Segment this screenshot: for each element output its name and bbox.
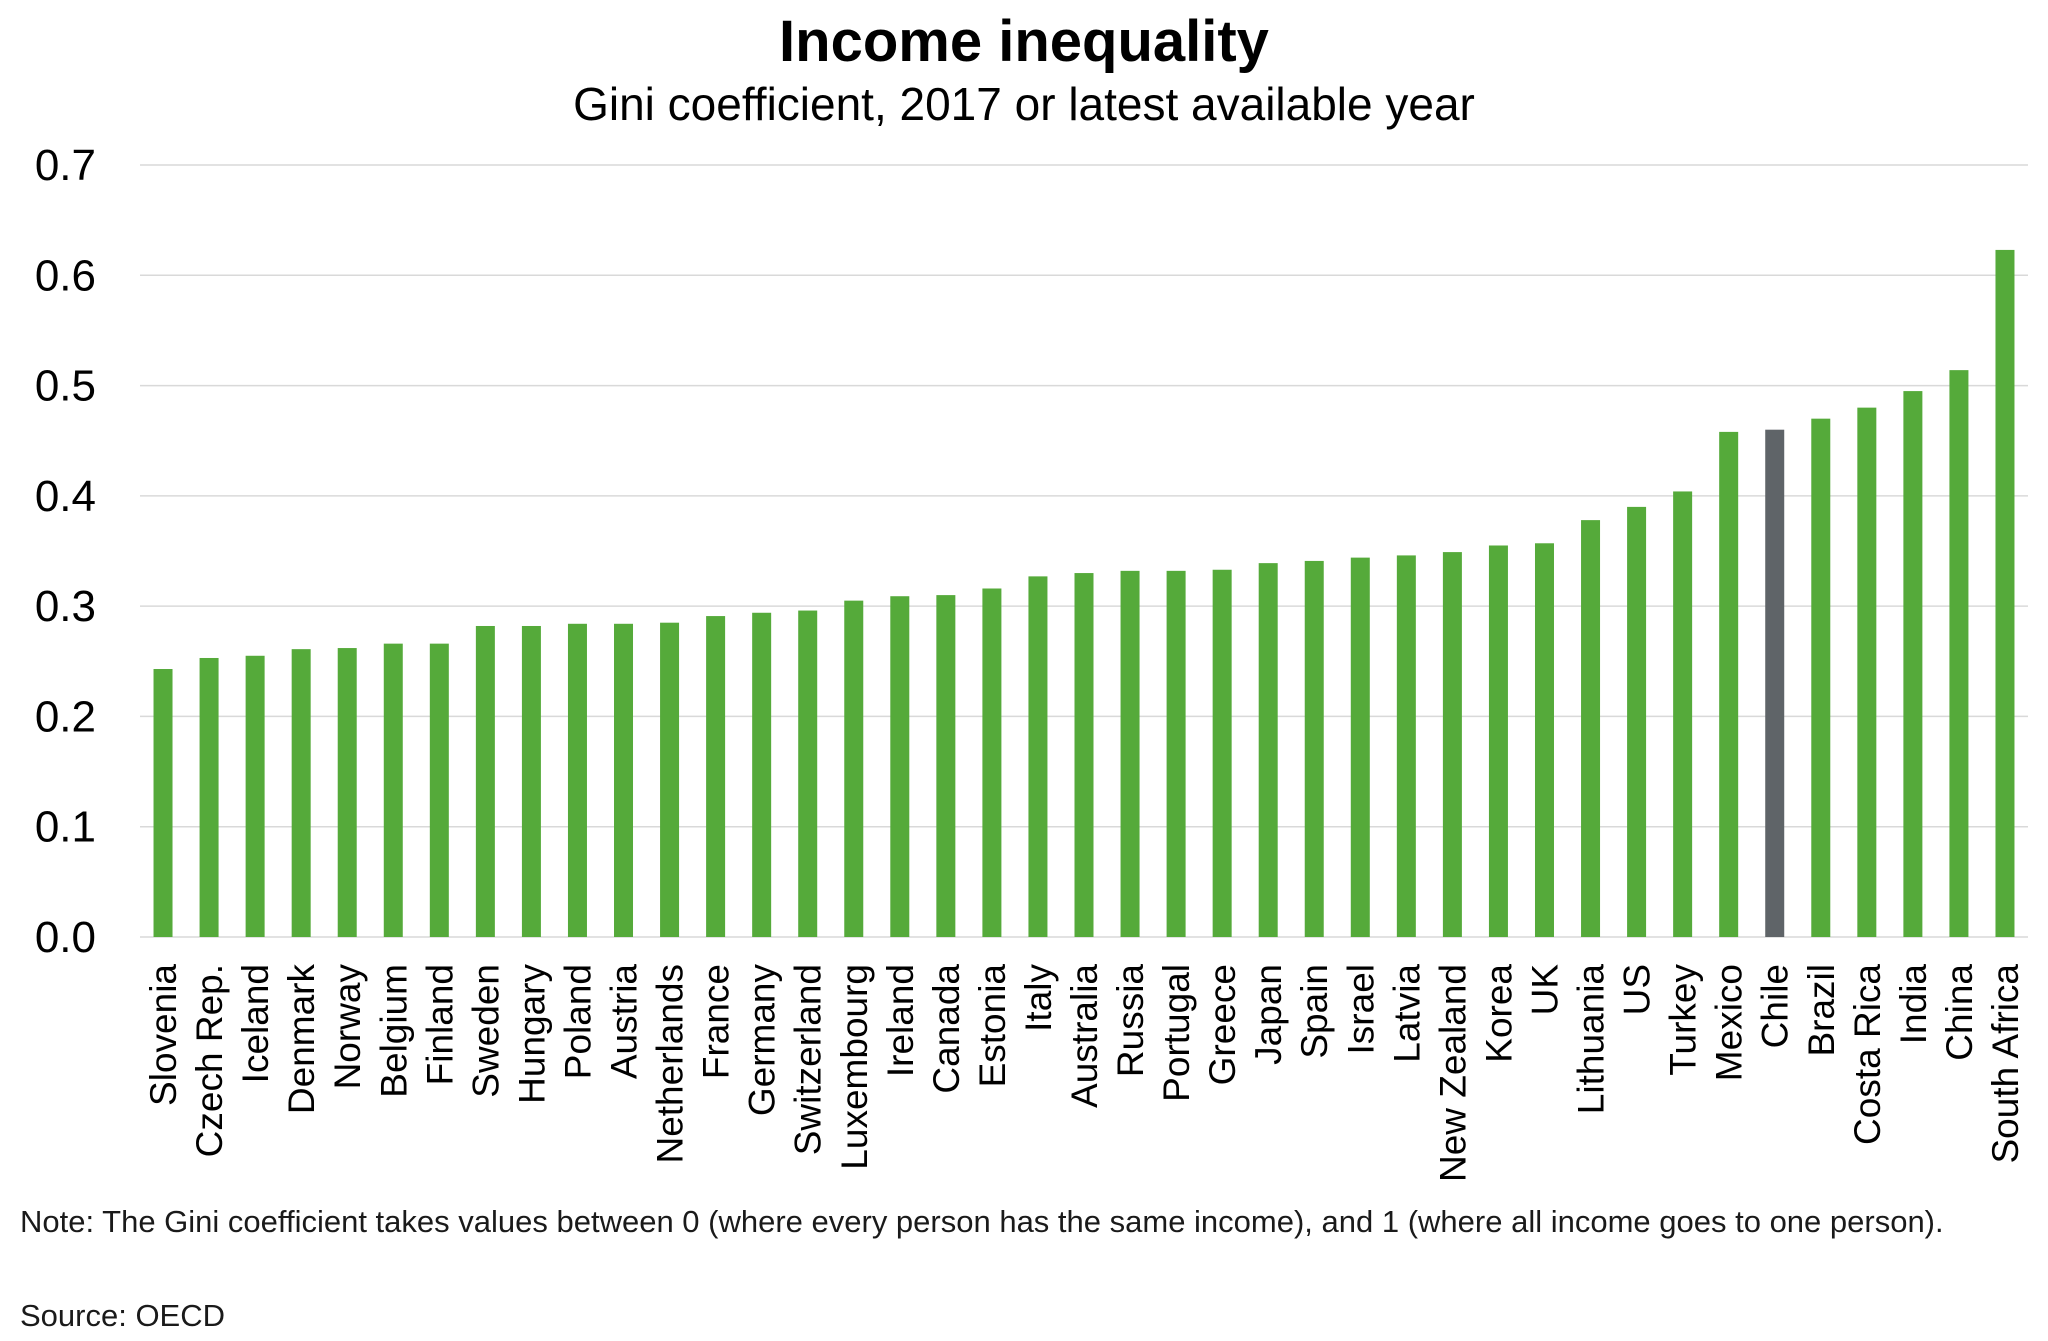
x-tick-label: Ireland xyxy=(880,964,921,1077)
chart-title: Income inequality xyxy=(779,9,1269,74)
bar-belgium xyxy=(383,643,403,937)
x-tick-label: Lithuania xyxy=(1571,964,1612,1115)
bar-greece xyxy=(1212,569,1232,937)
x-tick-label: Mexico xyxy=(1709,964,1750,1081)
bar-finland xyxy=(429,643,449,937)
bar-chile xyxy=(1765,429,1785,937)
y-tick-label: 0.5 xyxy=(35,362,96,411)
x-tick-label: China xyxy=(1939,964,1980,1061)
bar-canada xyxy=(936,595,956,937)
bar-russia xyxy=(1120,570,1140,937)
x-tick-label: Luxembourg xyxy=(834,964,875,1170)
bar-spain xyxy=(1304,560,1324,937)
bar-uk xyxy=(1534,543,1554,937)
y-axis-tick-labels: 0.0 0.1 0.2 0.3 0.4 0.5 0.6 0.7 xyxy=(35,141,96,962)
bar-japan xyxy=(1258,563,1278,937)
bar-australia xyxy=(1074,573,1094,937)
x-tick-label: France xyxy=(696,964,737,1079)
bar-denmark xyxy=(291,649,311,937)
x-tick-label: Iceland xyxy=(235,964,276,1083)
bar-new-zealand xyxy=(1442,552,1462,937)
x-tick-label: Slovenia xyxy=(143,964,184,1106)
bar-latvia xyxy=(1396,555,1416,937)
bar-israel xyxy=(1350,557,1370,937)
x-tick-label: Russia xyxy=(1110,964,1151,1078)
x-tick-label: Norway xyxy=(327,964,368,1090)
x-tick-label: Costa Rica xyxy=(1847,964,1888,1145)
x-tick-label: Germany xyxy=(742,964,783,1117)
x-tick-label: Belgium xyxy=(373,964,414,1098)
x-tick-label: Turkey xyxy=(1663,964,1704,1076)
bars xyxy=(153,249,2015,938)
bar-austria xyxy=(614,623,634,937)
x-tick-label: Israel xyxy=(1340,964,1381,1054)
bar-czech-rep xyxy=(199,657,219,937)
y-tick-label: 0.1 xyxy=(35,803,96,852)
y-tick-label: 0.3 xyxy=(35,582,96,631)
y-tick-label: 0.6 xyxy=(35,251,96,300)
bar-korea xyxy=(1488,545,1508,937)
x-tick-label: Korea xyxy=(1478,964,1519,1063)
x-tick-label: Japan xyxy=(1248,964,1289,1065)
x-tick-label: Estonia xyxy=(972,964,1013,1088)
x-tick-label: Denmark xyxy=(281,964,322,1115)
x-tick-label: Latvia xyxy=(1386,964,1427,1063)
x-tick-label: Netherlands xyxy=(650,964,691,1164)
bar-hungary xyxy=(521,625,541,937)
y-tick-label: 0.2 xyxy=(35,692,96,741)
x-tick-label: South Africa xyxy=(1985,964,2026,1164)
bar-sweden xyxy=(475,625,495,937)
chart-note: Note: The Gini coefficient takes values … xyxy=(20,1204,1944,1239)
bar-portugal xyxy=(1166,570,1186,937)
chart-subtitle: Gini coefficient, 2017 or latest availab… xyxy=(573,78,1475,130)
x-tick-label: Canada xyxy=(926,964,967,1094)
bar-estonia xyxy=(982,588,1002,937)
bar-mexico xyxy=(1719,431,1739,937)
x-tick-label: Hungary xyxy=(511,964,552,1104)
y-tick-label: 0.7 xyxy=(35,141,96,190)
bar-turkey xyxy=(1673,491,1693,937)
bar-china xyxy=(1949,370,1969,937)
x-tick-label: Brazil xyxy=(1801,964,1842,1057)
bar-south-africa xyxy=(1995,249,2015,938)
bar-switzerland xyxy=(798,610,818,937)
bar-iceland xyxy=(245,655,265,937)
x-tick-label: Finland xyxy=(419,964,460,1085)
bar-norway xyxy=(337,648,357,937)
bar-italy xyxy=(1028,576,1048,937)
x-tick-label: Poland xyxy=(557,964,598,1079)
bar-ireland xyxy=(890,596,910,937)
y-tick-label: 0.0 xyxy=(35,913,96,962)
x-tick-label: India xyxy=(1893,964,1934,1045)
bar-brazil xyxy=(1811,418,1831,937)
x-tick-label: Italy xyxy=(1018,964,1059,1032)
bar-poland xyxy=(567,623,587,937)
x-tick-label: Austria xyxy=(604,964,645,1080)
x-tick-label: Greece xyxy=(1202,964,1243,1085)
bar-luxembourg xyxy=(844,600,864,937)
x-tick-label: Switzerland xyxy=(788,964,829,1155)
bar-france xyxy=(706,616,726,937)
x-tick-label: Portugal xyxy=(1156,964,1197,1102)
x-tick-label: New Zealand xyxy=(1432,964,1473,1182)
bar-costa-rica xyxy=(1857,407,1877,937)
bar-us xyxy=(1627,506,1647,937)
bar-lithuania xyxy=(1581,520,1601,937)
x-tick-label: UK xyxy=(1524,964,1565,1016)
bar-india xyxy=(1903,391,1923,938)
x-tick-label: Chile xyxy=(1755,964,1796,1048)
chart-source: Source: OECD xyxy=(20,1298,226,1333)
x-tick-label: US xyxy=(1617,964,1658,1015)
y-tick-label: 0.4 xyxy=(35,472,96,521)
x-tick-label: Czech Rep. xyxy=(189,964,230,1157)
x-axis-category-labels: Slovenia Czech Rep. Iceland Denmark Norway Be… xyxy=(143,964,2026,1183)
bar-netherlands xyxy=(660,622,680,937)
x-tick-label: Sweden xyxy=(465,964,506,1098)
x-tick-label: Spain xyxy=(1294,964,1335,1059)
x-tick-label: Australia xyxy=(1064,964,1105,1108)
bar-slovenia xyxy=(153,669,173,937)
bar-germany xyxy=(752,612,772,937)
